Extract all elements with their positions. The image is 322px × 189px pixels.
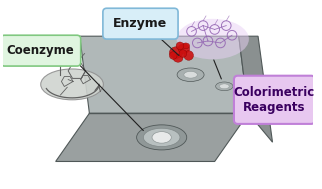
Ellipse shape <box>184 51 194 60</box>
Ellipse shape <box>143 128 180 146</box>
FancyBboxPatch shape <box>234 76 315 124</box>
Ellipse shape <box>176 42 184 50</box>
Ellipse shape <box>169 52 177 59</box>
FancyBboxPatch shape <box>103 8 178 39</box>
Ellipse shape <box>177 68 204 81</box>
Ellipse shape <box>179 50 187 57</box>
Ellipse shape <box>41 69 103 100</box>
Text: Coenzyme: Coenzyme <box>7 44 75 57</box>
FancyBboxPatch shape <box>1 35 81 66</box>
Ellipse shape <box>220 84 229 89</box>
Ellipse shape <box>137 125 187 150</box>
Text: Colorimetric
Reagents: Colorimetric Reagents <box>234 86 315 114</box>
Polygon shape <box>80 36 248 113</box>
Text: Enzyme: Enzyme <box>113 17 167 30</box>
Polygon shape <box>56 113 248 161</box>
Ellipse shape <box>182 43 190 49</box>
Ellipse shape <box>184 71 197 78</box>
Polygon shape <box>239 36 272 142</box>
Ellipse shape <box>152 132 171 143</box>
Ellipse shape <box>216 82 233 91</box>
Ellipse shape <box>169 47 183 58</box>
Ellipse shape <box>173 54 183 62</box>
Ellipse shape <box>176 19 249 59</box>
Ellipse shape <box>178 44 190 53</box>
